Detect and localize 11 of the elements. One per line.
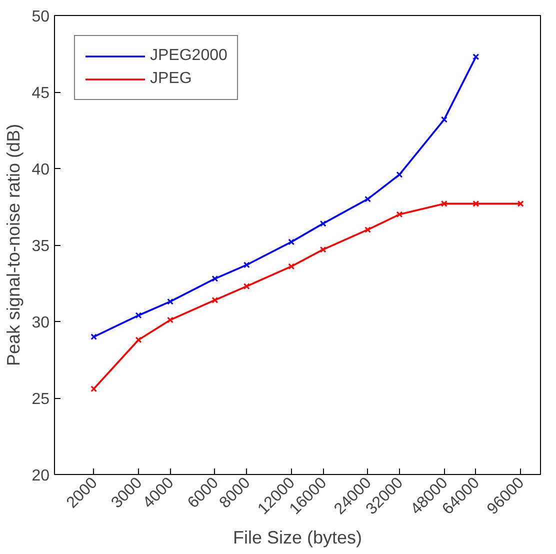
y-tick-label: 40	[32, 162, 50, 178]
y-tick-label: 25	[32, 391, 50, 408]
y-tick-label: 50	[32, 8, 50, 26]
y-tick-label: 35	[32, 238, 50, 255]
x-axis-title: File Size (bytes)	[232, 527, 362, 548]
y-tick-label: 20	[32, 468, 50, 484]
legend-label: JPEG2000	[150, 47, 228, 65]
y-tick-label: 30	[32, 314, 50, 332]
y-tick-label: 45	[32, 85, 50, 102]
legend-label: JPEG	[150, 70, 192, 88]
y-axis-title: Peak signal-to-noise ratio (dB)	[4, 124, 24, 366]
